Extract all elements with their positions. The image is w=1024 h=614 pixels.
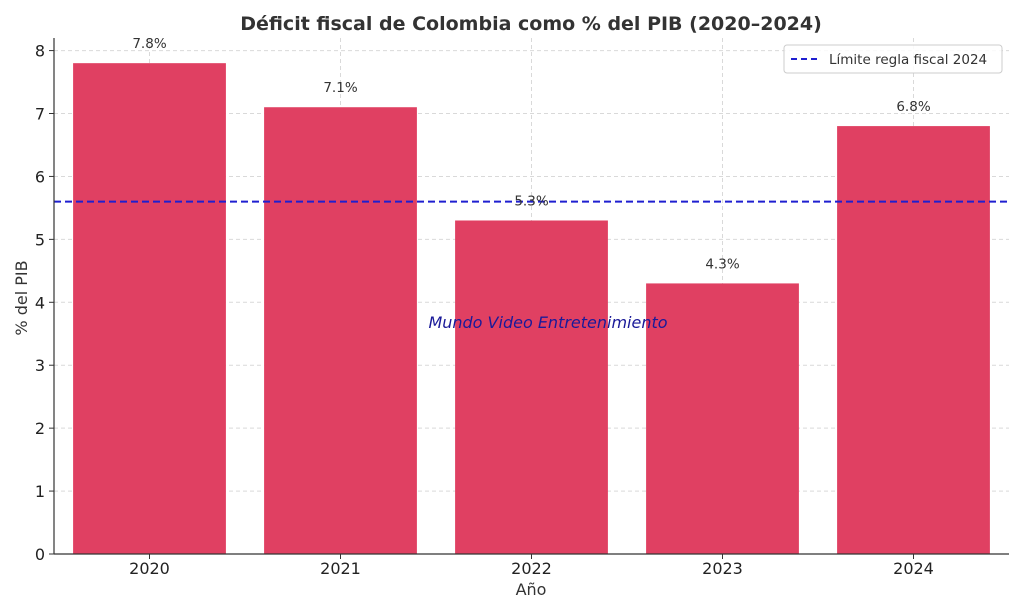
data-label-2022: 5.3% xyxy=(514,193,548,209)
y-tick-label: 7 xyxy=(35,105,45,124)
bar-2023 xyxy=(646,283,799,554)
y-tick-label: 0 xyxy=(35,545,45,564)
data-label-2023: 4.3% xyxy=(705,256,739,272)
x-tick-label-2022: 2022 xyxy=(511,559,552,578)
watermark-text: Mundo Video Entretenimiento xyxy=(428,313,667,332)
legend-box xyxy=(783,44,1003,74)
data-labels: 7.8% 7.1% 5.3% 4.3% 6.8% xyxy=(132,36,930,272)
legend: Límite regla fiscal 2024 xyxy=(783,44,1003,74)
chart-title: Déficit fiscal de Colombia como % del PI… xyxy=(240,13,822,35)
data-label-2024: 6.8% xyxy=(896,99,930,115)
legend-reference-line-label: Límite regla fiscal 2024 xyxy=(829,52,987,68)
y-axis-title: % del PIB xyxy=(12,260,31,335)
data-label-2021: 7.1% xyxy=(323,80,357,96)
data-label-2020: 7.8% xyxy=(132,36,166,52)
x-tick-label-2021: 2021 xyxy=(320,559,361,578)
axes xyxy=(49,38,1009,559)
bars xyxy=(73,63,990,555)
x-tick-label-2020: 2020 xyxy=(129,559,170,578)
bar-2021 xyxy=(264,107,417,554)
x-tick-label-2024: 2024 xyxy=(893,559,934,578)
y-tick-label: 2 xyxy=(35,419,45,438)
y-tick-label: 3 xyxy=(35,356,45,375)
x-tick-label-2023: 2023 xyxy=(702,559,743,578)
bar-2020 xyxy=(73,63,226,555)
tick-labels: 0 1 2 3 4 5 6 7 8 2020 2021 2022 2023 2024 xyxy=(35,42,934,578)
x-axis-title: Año xyxy=(516,580,547,599)
y-tick-label: 8 xyxy=(35,42,45,61)
y-tick-label: 5 xyxy=(35,230,45,249)
y-tick-label: 1 xyxy=(35,482,45,501)
bar-2022 xyxy=(455,220,608,555)
y-tick-label: 6 xyxy=(35,167,45,186)
y-tick-label: 4 xyxy=(35,293,45,312)
bar-2024 xyxy=(837,126,990,554)
